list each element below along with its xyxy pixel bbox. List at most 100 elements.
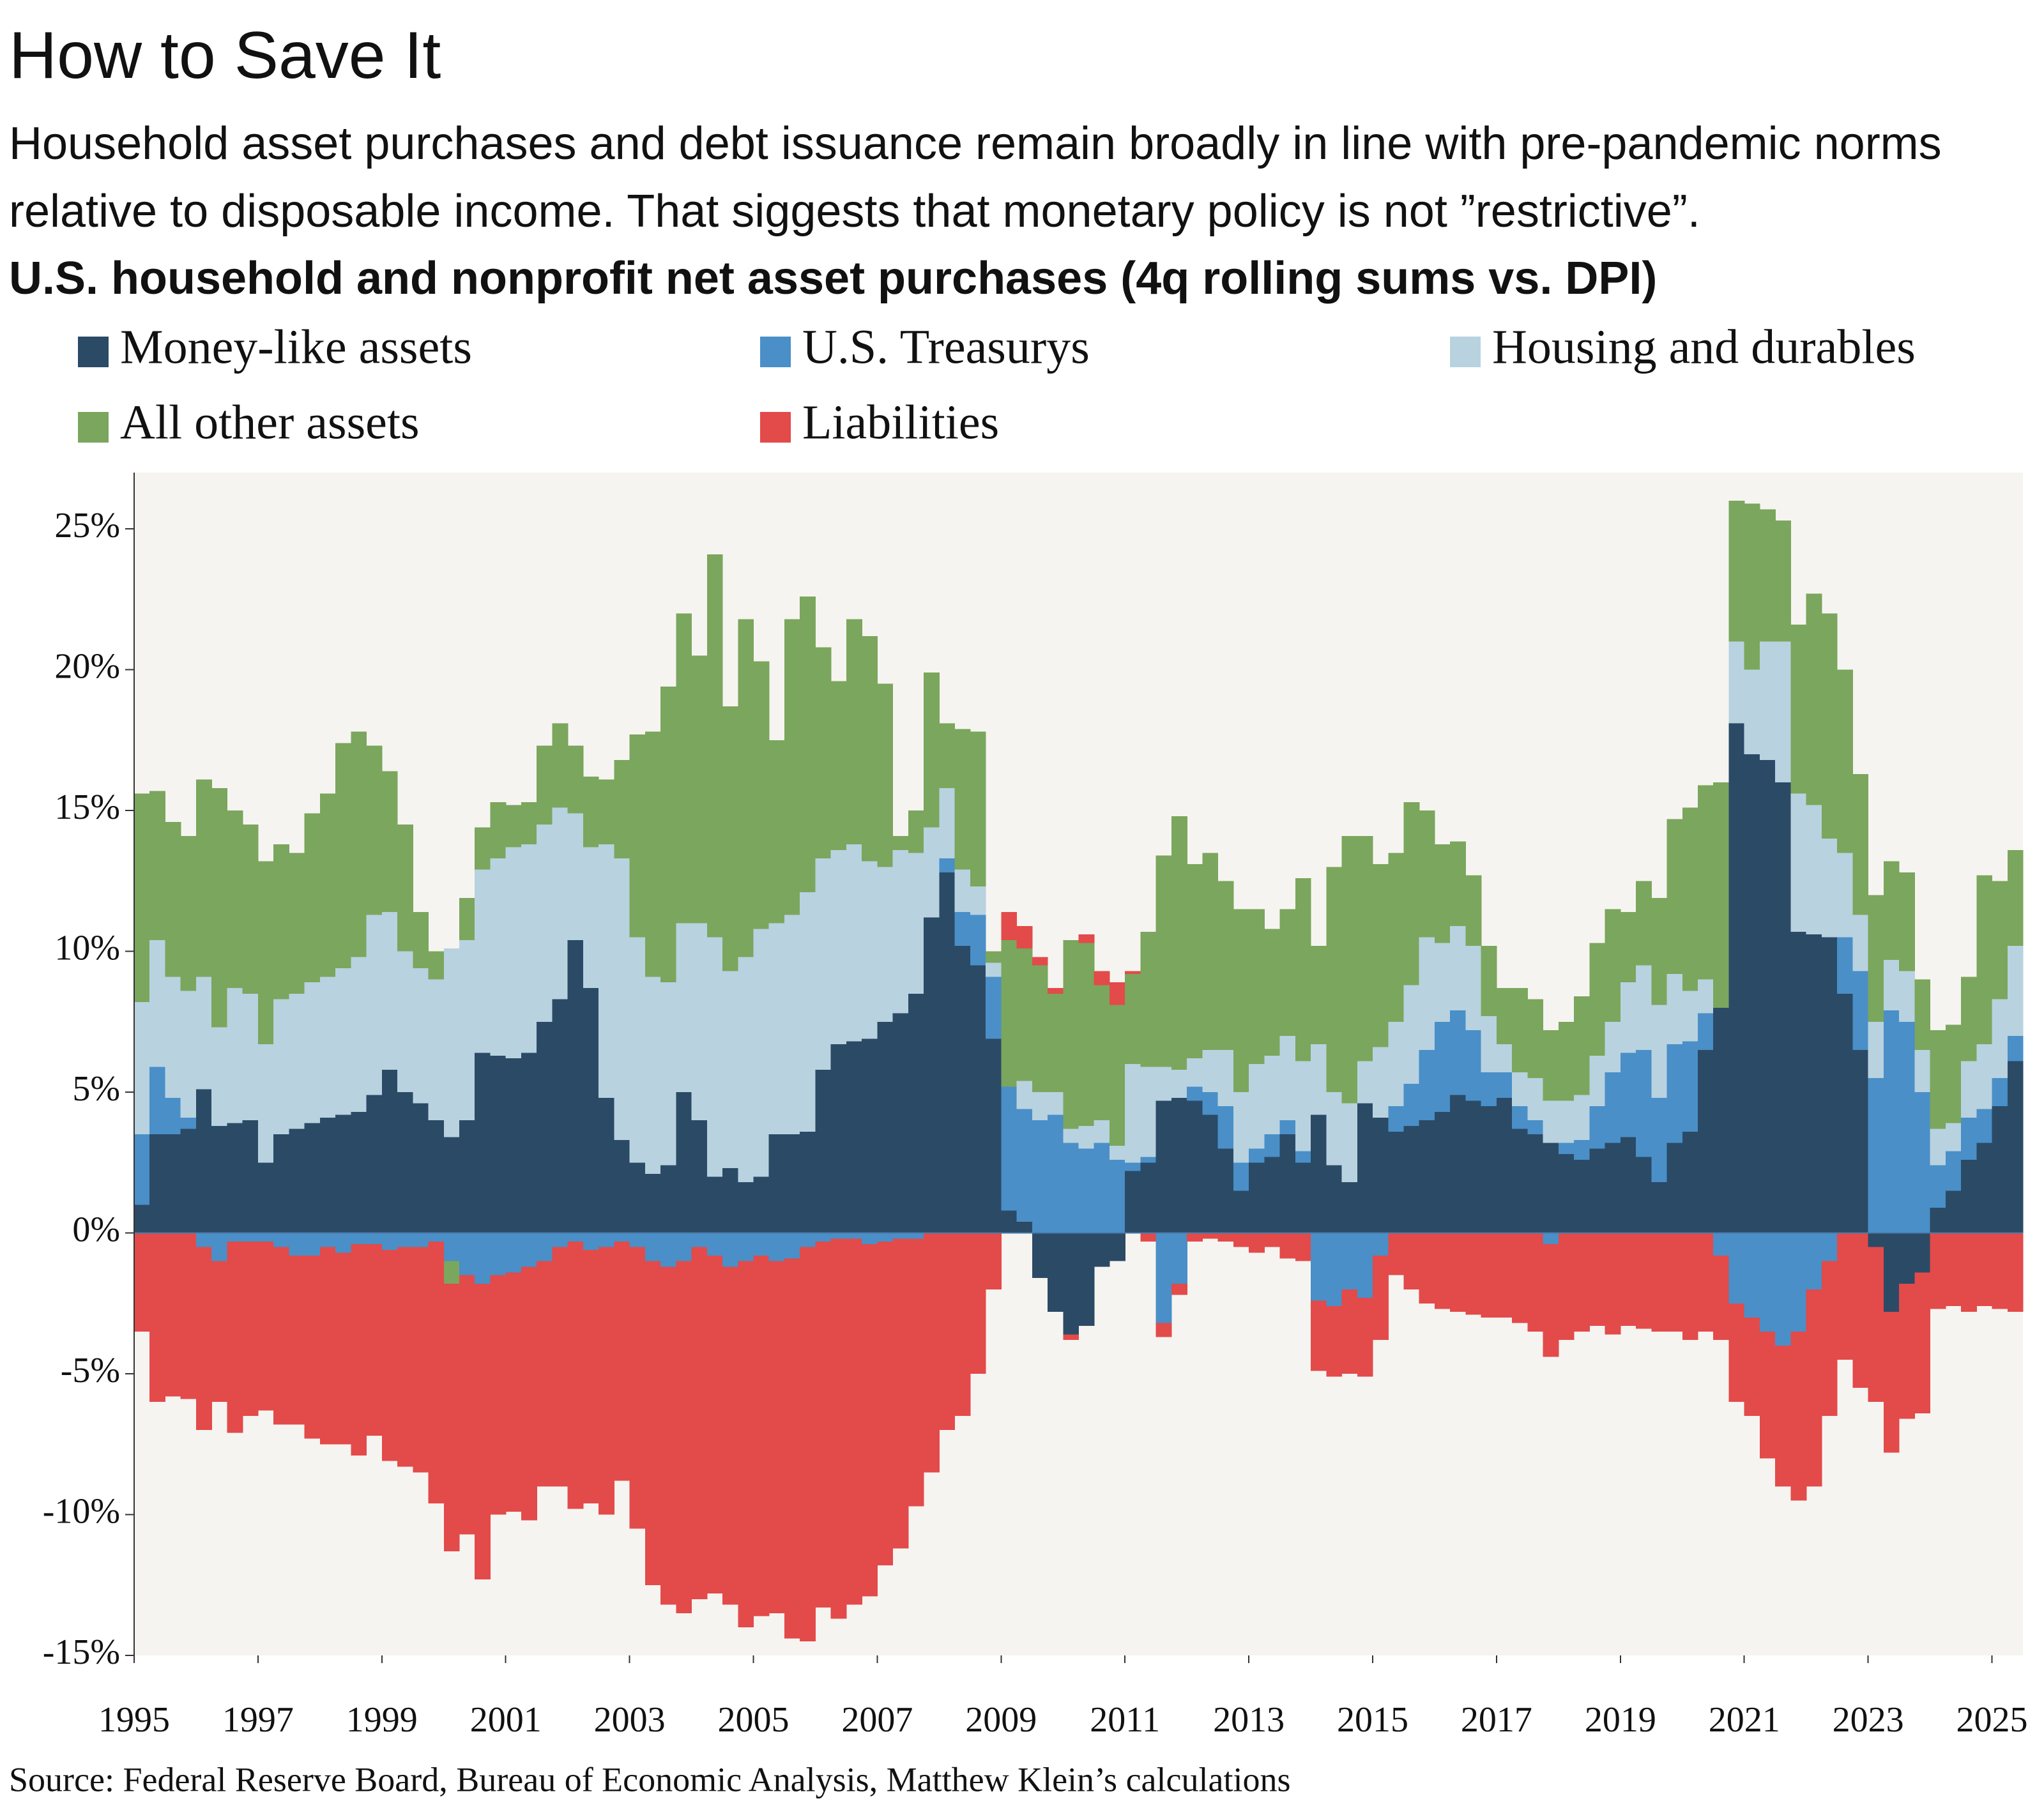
bar-segment xyxy=(1450,1010,1467,1095)
bar-segment xyxy=(877,1241,894,1565)
bar-segment xyxy=(381,771,398,912)
bar-segment xyxy=(862,861,878,1039)
bar-segment xyxy=(1125,973,1141,1064)
bar-segment xyxy=(815,1233,832,1242)
bar-segment xyxy=(1388,1106,1405,1132)
bar-segment xyxy=(552,723,568,808)
bar-segment xyxy=(1821,937,1838,1233)
bar-segment xyxy=(1961,1061,1977,1118)
bar-segment xyxy=(1930,1207,1946,1233)
bar-segment xyxy=(289,1255,305,1425)
bar-segment xyxy=(706,1176,723,1233)
bar-segment xyxy=(800,1233,816,1247)
bar-segment xyxy=(1125,1171,1141,1233)
bar-segment xyxy=(335,1233,351,1253)
bar-segment xyxy=(1837,1233,1853,1360)
bar-segment xyxy=(397,1092,413,1233)
x-tick-label: 2007 xyxy=(841,1700,913,1740)
bar-segment xyxy=(862,1244,878,1597)
bar-segment xyxy=(691,1120,708,1233)
bar-segment xyxy=(2007,849,2024,946)
bar-segment xyxy=(537,1021,553,1233)
bar-segment xyxy=(1078,943,1095,1127)
bar-segment xyxy=(660,1233,676,1267)
bar-segment xyxy=(289,1233,305,1256)
bar-segment xyxy=(1264,1157,1281,1233)
bar-segment xyxy=(1295,1162,1311,1233)
bar-segment xyxy=(1048,1233,1064,1312)
bar-segment xyxy=(1620,982,1636,1053)
bar-segment xyxy=(1666,1143,1683,1233)
bar-segment xyxy=(537,1233,553,1261)
bar-segment xyxy=(1434,1111,1451,1233)
bar-segment xyxy=(1326,1165,1343,1233)
bar-segment xyxy=(1914,1092,1931,1233)
bar-segment xyxy=(1666,819,1683,974)
bar-segment xyxy=(1109,1005,1125,1146)
bar-segment xyxy=(1357,1233,1373,1298)
bar-segment xyxy=(443,1137,460,1233)
bar-segment xyxy=(892,1013,909,1233)
bar-segment xyxy=(1883,1233,1900,1312)
bar-segment xyxy=(413,1233,429,1247)
bar-segment xyxy=(490,1055,507,1233)
bar-segment xyxy=(211,1027,228,1127)
bar-segment xyxy=(366,1244,383,1436)
bar-segment xyxy=(676,1233,692,1261)
bar-segment xyxy=(1465,1100,1482,1233)
bar-segment xyxy=(1048,993,1064,1093)
bar-segment xyxy=(1279,1035,1296,1121)
bar-segment xyxy=(1032,957,1048,966)
bar-segment xyxy=(428,979,445,1121)
bar-segment xyxy=(1899,1021,1915,1233)
bar-segment xyxy=(768,740,785,924)
bar-segment xyxy=(1155,855,1172,1067)
bar-segment xyxy=(1682,1233,1698,1341)
bar-segment xyxy=(1605,1233,1621,1335)
bar-segment xyxy=(257,861,274,1045)
bar-segment xyxy=(970,886,986,915)
bar-segment xyxy=(1063,1143,1079,1233)
bar-segment xyxy=(939,872,956,1233)
bar-segment xyxy=(1311,945,1327,1045)
bar-segment xyxy=(1821,613,1838,839)
bar-segment xyxy=(1744,1233,1760,1318)
bar-segment xyxy=(149,1067,166,1135)
bar-segment xyxy=(1140,1233,1157,1242)
bar-segment xyxy=(443,1283,460,1551)
bar-segment xyxy=(614,759,630,859)
bar-segment xyxy=(443,1233,460,1261)
bar-segment xyxy=(1403,1083,1420,1127)
bar-segment xyxy=(1109,1233,1125,1261)
bar-segment xyxy=(722,971,738,1169)
bar-segment xyxy=(1976,875,1993,1045)
bar-segment xyxy=(1217,1233,1234,1242)
bar-segment xyxy=(1048,1092,1064,1115)
bar-segment xyxy=(1249,909,1265,1064)
bar-segment xyxy=(1434,1021,1451,1112)
bar-segment xyxy=(351,1233,367,1245)
bar-segment xyxy=(1496,1233,1513,1318)
bar-segment xyxy=(1341,1103,1358,1183)
bar-segment xyxy=(165,1134,181,1233)
bar-segment xyxy=(1589,943,1606,1056)
bar-segment xyxy=(1109,982,1125,1005)
bar-segment xyxy=(134,1205,150,1233)
x-tick-label: 2015 xyxy=(1337,1700,1408,1740)
bar-segment xyxy=(784,915,800,1135)
bar-segment xyxy=(1682,991,1698,1042)
bar-segment xyxy=(784,1233,800,1259)
bar-segment xyxy=(1171,1097,1187,1233)
bar-segment xyxy=(1682,1041,1698,1132)
bar-segment xyxy=(706,1255,723,1593)
bar-segment xyxy=(304,982,321,1123)
bar-segment xyxy=(1311,1114,1327,1233)
bar-segment xyxy=(1496,1097,1513,1233)
bar-segment xyxy=(1527,1134,1544,1233)
bar-segment xyxy=(195,977,212,1090)
bar-segment xyxy=(1558,1143,1575,1155)
bar-segment xyxy=(1403,1233,1420,1289)
bar-segment xyxy=(165,977,181,1098)
bar-segment xyxy=(1574,1140,1590,1160)
bar-segment xyxy=(366,1095,383,1233)
